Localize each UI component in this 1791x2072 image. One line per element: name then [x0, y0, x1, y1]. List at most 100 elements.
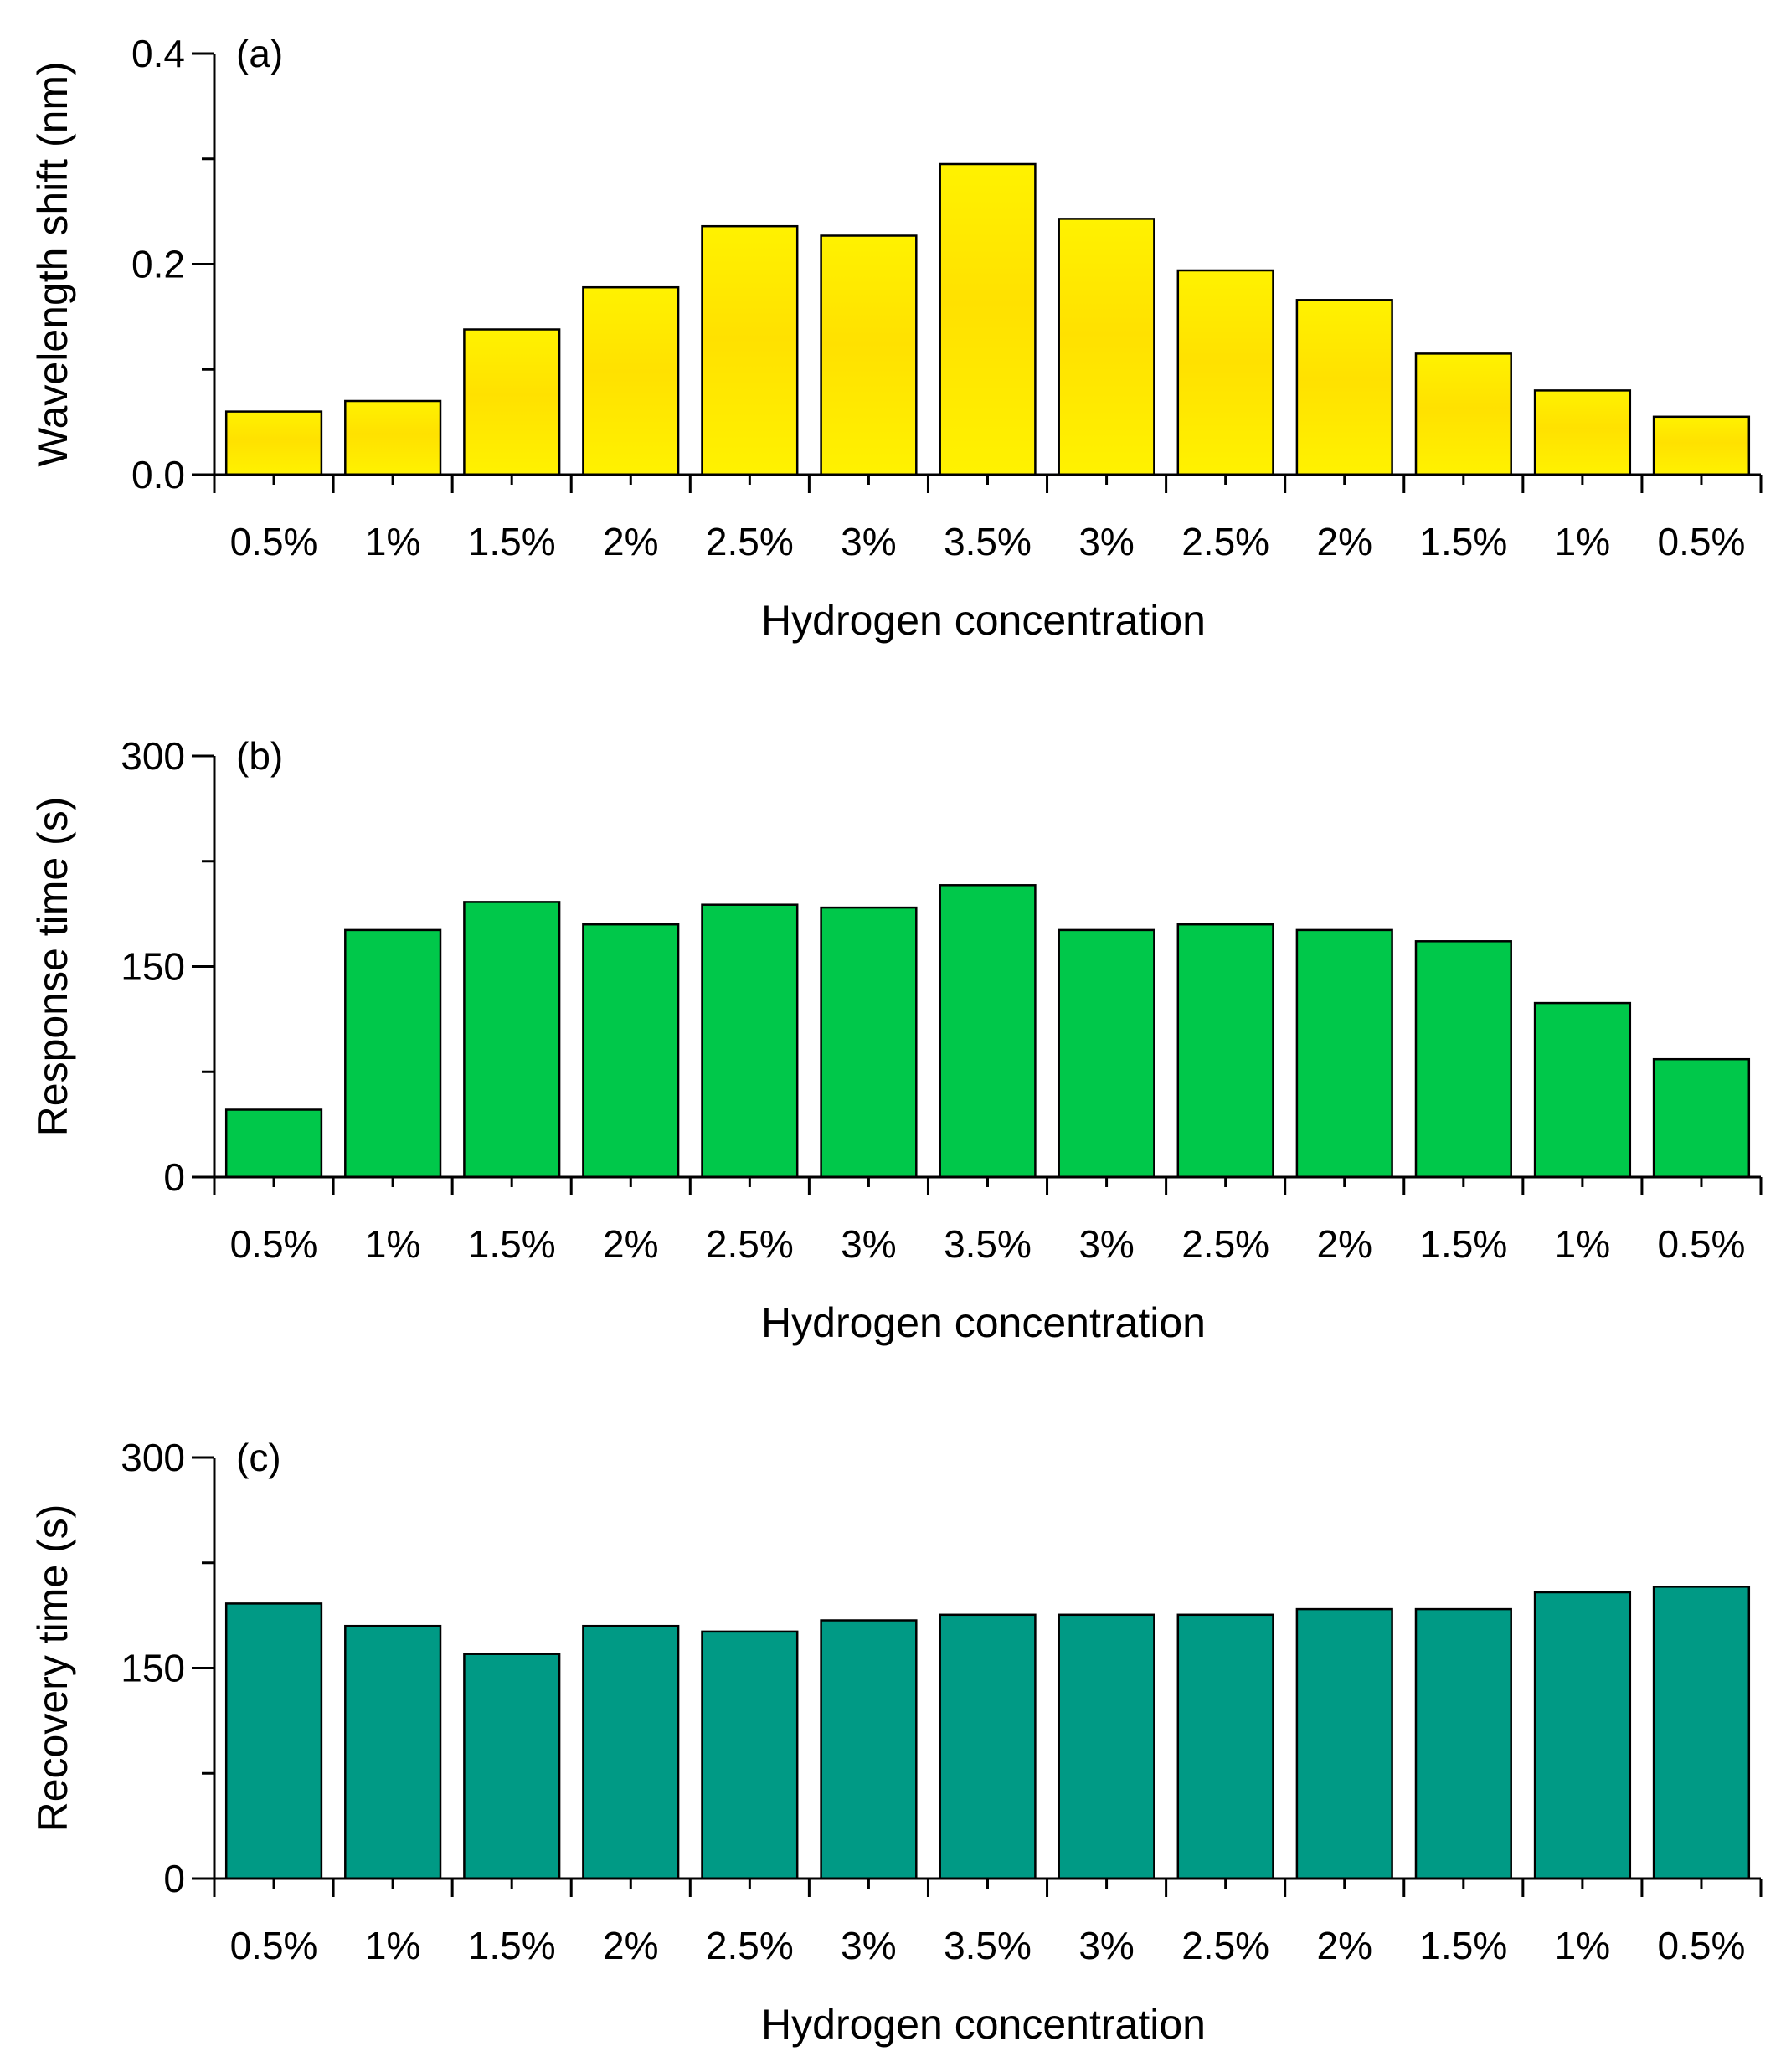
x-tick-label: 2.5%	[706, 520, 794, 563]
bar-2	[344, 928, 442, 1179]
y-tick-label: 0.4	[131, 32, 185, 75]
x-tick-label: 0.5%	[230, 520, 318, 563]
y-tick-label: 300	[121, 734, 185, 778]
bar-6	[820, 1619, 918, 1880]
x-tick-label: 0.5%	[1658, 1924, 1746, 1967]
x-tick-label: 0.5%	[230, 1924, 318, 1967]
bar-10	[1295, 928, 1393, 1179]
bar-4	[582, 923, 680, 1179]
x-axis-title: Hydrogen concentration	[761, 1299, 1206, 1346]
bar-11	[1414, 1607, 1512, 1880]
bar-8	[1058, 1613, 1155, 1880]
bar-6	[820, 906, 918, 1179]
bar-12	[1533, 1591, 1632, 1880]
y-tick-label: 0	[163, 1155, 185, 1199]
x-tick-label: 2.5%	[1181, 1222, 1269, 1266]
bar-12	[1533, 1001, 1632, 1179]
bar-3	[463, 1653, 561, 1880]
x-tick-label: 3%	[841, 1924, 896, 1967]
bar-8	[1058, 928, 1155, 1179]
y-tick-label: 150	[121, 1647, 185, 1690]
y-tick-label: 150	[121, 945, 185, 989]
x-tick-label: 2%	[1316, 1222, 1372, 1266]
bar-7	[939, 1613, 1037, 1880]
x-tick-label: 0.5%	[1658, 520, 1746, 563]
x-tick-label: 0.5%	[1658, 1222, 1746, 1266]
bar-1	[224, 410, 323, 476]
x-tick-label: 1.5%	[468, 1222, 556, 1266]
bar-2	[344, 399, 442, 476]
x-tick-label: 1%	[1555, 1222, 1610, 1266]
x-tick-label: 2.5%	[1181, 1924, 1269, 1967]
panel-a-wavelength-shift-chart: 0.0 0.2 0.4 0.5% 1% 1.5% 2% 2.5% 3% 3.5% 3% 2.5% 2% 1…	[29, 32, 1763, 644]
x-tick-label: 2%	[603, 1924, 658, 1967]
y-tick-label: 0.2	[131, 243, 185, 286]
bar-13	[1652, 1057, 1751, 1179]
x-tick-label: 2%	[603, 1222, 658, 1266]
bar-11	[1414, 352, 1512, 476]
bar-4	[582, 1624, 680, 1880]
y-axis-title: Recovery time (s)	[29, 1504, 76, 1833]
bar-5	[701, 224, 799, 476]
x-tick-label: 1.5%	[1419, 1222, 1507, 1266]
x-tick-label: 1%	[365, 520, 420, 563]
panel-label: (c)	[236, 1436, 281, 1479]
bar-5	[701, 1630, 799, 1880]
x-tick-label: 2.5%	[706, 1222, 794, 1266]
x-axis-title: Hydrogen concentration	[761, 2001, 1206, 2048]
x-tick-label: 2.5%	[1181, 520, 1269, 563]
bar-12	[1533, 389, 1632, 476]
x-tick-label: 1%	[1555, 520, 1610, 563]
x-tick-label: 3.5%	[944, 1222, 1032, 1266]
bar-9	[1176, 923, 1274, 1179]
bar-9	[1176, 269, 1274, 476]
x-tick-label: 3%	[1078, 520, 1134, 563]
bar-8	[1058, 218, 1155, 476]
x-tick-label: 0.5%	[230, 1222, 318, 1266]
x-tick-label: 3.5%	[944, 1924, 1032, 1967]
bar-6	[820, 234, 918, 476]
x-tick-label: 2.5%	[706, 1924, 794, 1967]
bar-1	[224, 1602, 323, 1880]
x-tick-label: 3%	[1078, 1924, 1134, 1967]
bar-3	[463, 901, 561, 1179]
panel-label: (b)	[236, 734, 283, 778]
bar-10	[1295, 1607, 1393, 1880]
y-tick-label: 0.0	[131, 453, 185, 496]
panel-c-recovery-time-chart: 0 150 300 0.5% 1% 1.5% 2% 2.5% 3% 3.5% 3% 2.5% 2% 1.5…	[29, 1436, 1763, 2048]
x-tick-label: 3.5%	[944, 520, 1032, 563]
panel-b-response-time-chart: 0 150 300 0.5% 1% 1.5% 2% 2.5% 3% 3.5% 3% 2.5% 2% 1.5…	[29, 734, 1763, 1346]
bar-2	[344, 1624, 442, 1880]
bar-4	[582, 285, 680, 476]
bar-11	[1414, 940, 1512, 1179]
y-axis-title: Response time (s)	[29, 797, 76, 1137]
x-tick-label: 2%	[1316, 1924, 1372, 1967]
bar-10	[1295, 299, 1393, 476]
x-tick-label: 1.5%	[468, 1924, 556, 1967]
bar-1	[224, 1108, 323, 1179]
bar-9	[1176, 1613, 1274, 1880]
panel-label: (a)	[236, 32, 283, 75]
bar-3	[463, 328, 561, 476]
x-tick-label: 1%	[365, 1924, 420, 1967]
bar-13	[1652, 1586, 1751, 1880]
bar-5	[701, 903, 799, 1179]
bar-7	[939, 884, 1037, 1179]
x-tick-label: 3%	[1078, 1222, 1134, 1266]
x-tick-label: 2%	[1316, 520, 1372, 563]
x-tick-label: 1.5%	[1419, 1924, 1507, 1967]
x-tick-label: 1%	[1555, 1924, 1610, 1967]
x-tick-label: 3%	[841, 520, 896, 563]
y-tick-label: 0	[163, 1857, 185, 1900]
x-tick-label: 1.5%	[1419, 520, 1507, 563]
bar-13	[1652, 415, 1751, 476]
x-tick-label: 2%	[603, 520, 658, 563]
x-tick-label: 1%	[365, 1222, 420, 1266]
x-tick-label: 3%	[841, 1222, 896, 1266]
bar-7	[939, 162, 1037, 476]
y-axis-title: Wavelength shift (nm)	[29, 61, 76, 466]
x-tick-label: 1.5%	[468, 520, 556, 563]
x-axis-title: Hydrogen concentration	[761, 597, 1206, 644]
y-tick-label: 300	[121, 1436, 185, 1479]
